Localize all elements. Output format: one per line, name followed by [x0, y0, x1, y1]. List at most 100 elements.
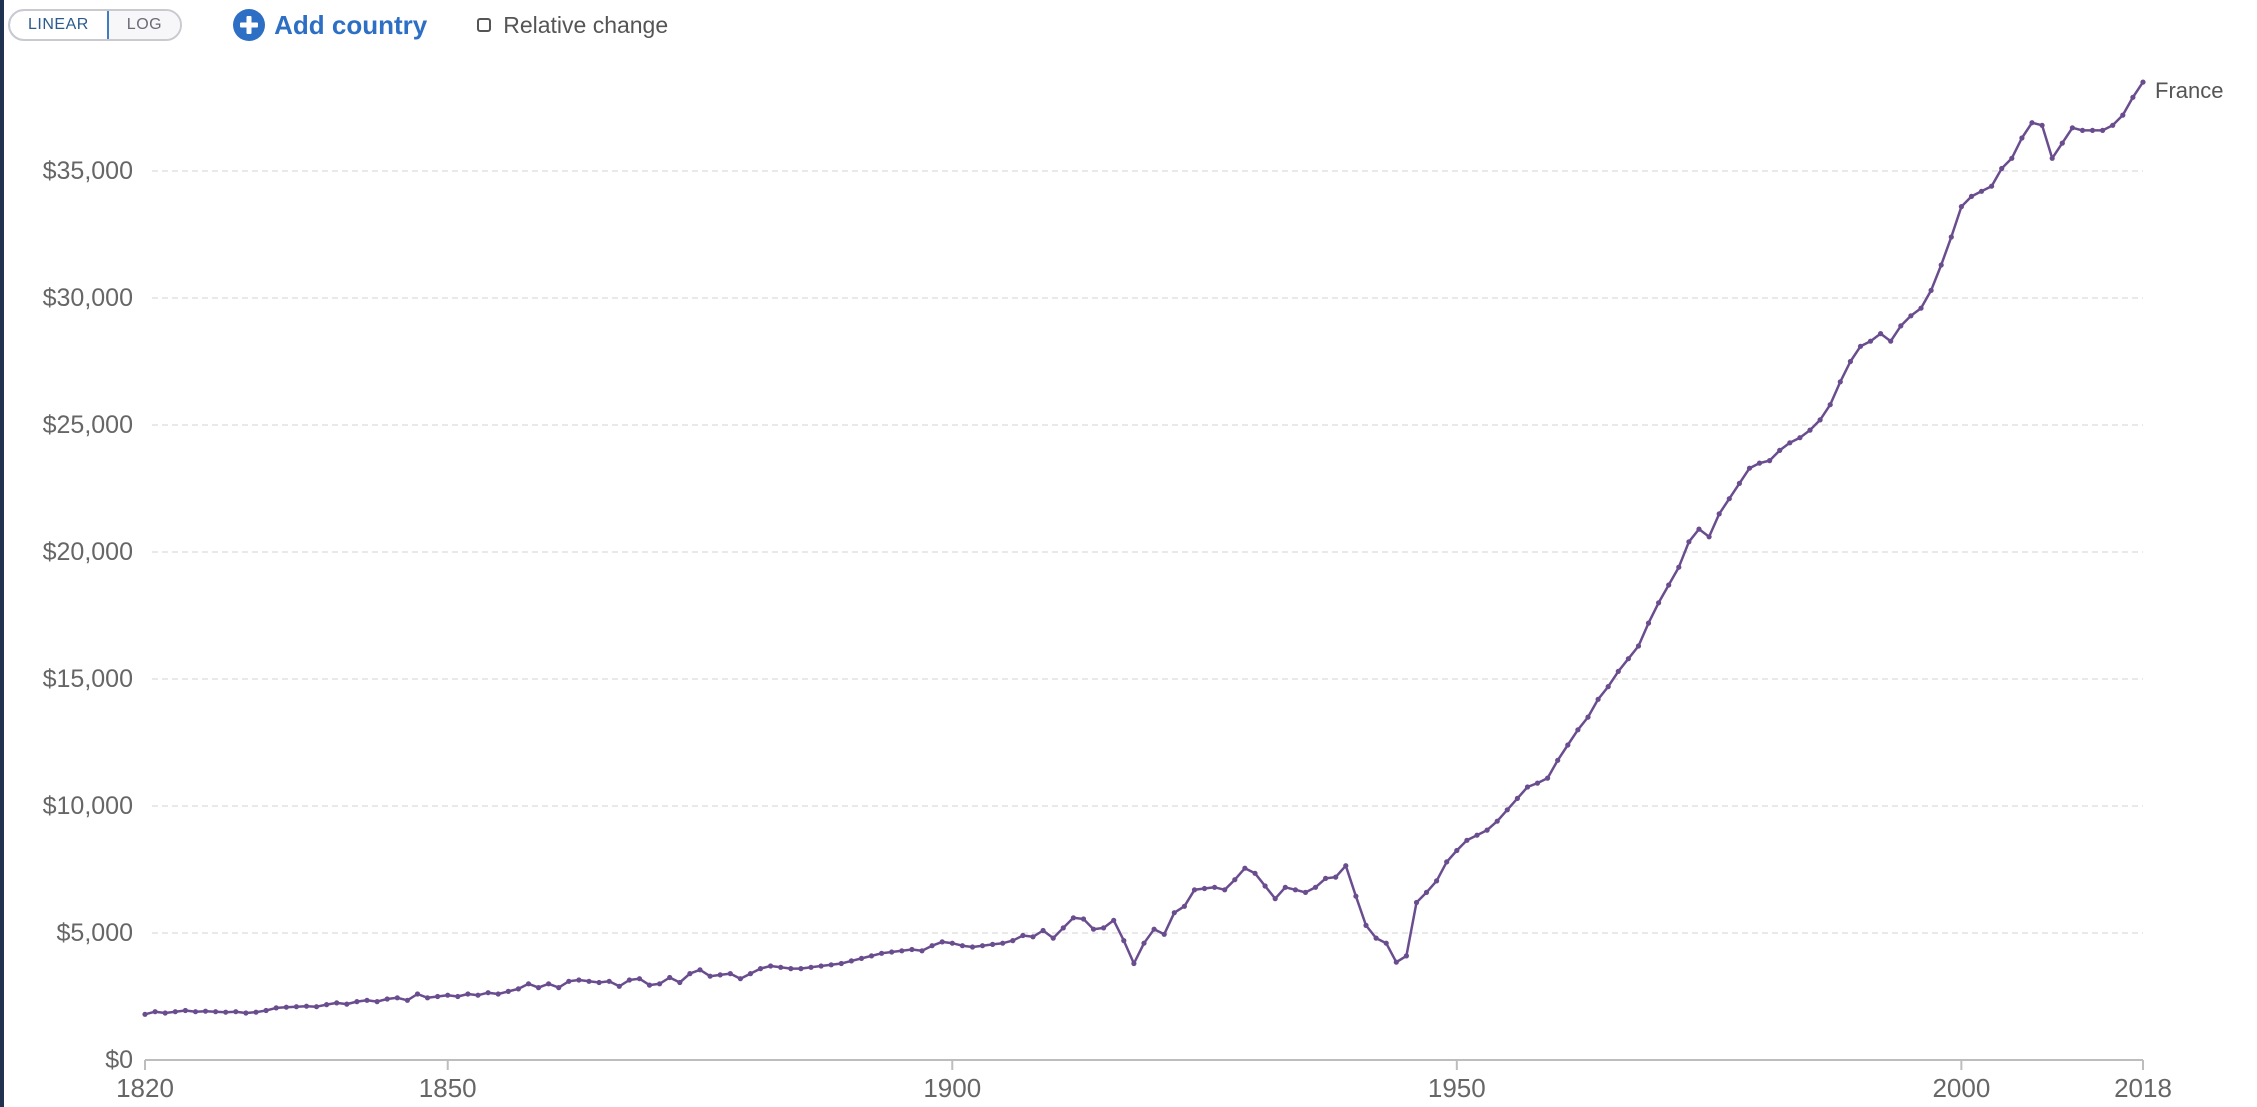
data-point[interactable] — [2110, 122, 2116, 128]
data-point[interactable] — [626, 977, 633, 983]
data-point[interactable] — [808, 964, 814, 970]
data-point[interactable] — [1504, 807, 1510, 813]
data-point[interactable] — [1827, 402, 1833, 408]
data-point[interactable] — [1746, 465, 1753, 471]
data-point[interactable] — [949, 940, 955, 946]
data-point[interactable] — [768, 963, 774, 969]
data-point[interactable] — [1323, 875, 1329, 882]
data-point[interactable] — [1686, 539, 1692, 545]
data-point[interactable] — [1696, 526, 1702, 532]
data-point[interactable] — [1878, 331, 1884, 337]
data-point[interactable] — [1080, 916, 1087, 922]
data-point[interactable] — [1302, 889, 1309, 896]
data-point[interactable] — [324, 1002, 330, 1008]
data-point[interactable] — [828, 962, 834, 968]
data-point[interactable] — [677, 979, 683, 986]
data-point[interactable] — [152, 1009, 158, 1015]
data-point[interactable] — [1131, 960, 1137, 967]
data-point[interactable] — [354, 999, 360, 1005]
data-point[interactable] — [1726, 496, 1732, 502]
data-point[interactable] — [1454, 847, 1460, 854]
data-point[interactable] — [424, 995, 431, 1001]
data-point[interactable] — [1756, 460, 1763, 466]
data-point[interactable] — [455, 993, 461, 1000]
data-point[interactable] — [1666, 582, 1672, 588]
data-point[interactable] — [515, 986, 522, 992]
data-point[interactable] — [495, 991, 501, 997]
data-point[interactable] — [1928, 287, 1934, 293]
data-point[interactable] — [394, 995, 400, 1001]
data-point[interactable] — [233, 1009, 239, 1015]
data-point[interactable] — [1181, 903, 1187, 909]
data-point[interactable] — [1191, 887, 1198, 893]
data-point[interactable] — [1282, 884, 1288, 890]
data-point[interactable] — [909, 946, 915, 953]
data-point[interactable] — [505, 988, 511, 995]
data-point[interactable] — [1524, 784, 1531, 790]
data-point[interactable] — [737, 976, 744, 982]
log-scale-button[interactable]: LOG — [108, 11, 181, 39]
data-point[interactable] — [667, 974, 673, 981]
data-point[interactable] — [969, 944, 976, 950]
data-point[interactable] — [1161, 931, 1167, 937]
data-point[interactable] — [1060, 925, 1066, 931]
data-point[interactable] — [2140, 79, 2146, 85]
data-point[interactable] — [404, 997, 410, 1003]
data-point[interactable] — [1423, 889, 1430, 896]
data-point[interactable] — [2049, 155, 2055, 161]
data-point[interactable] — [1716, 511, 1722, 517]
data-point[interactable] — [293, 1004, 299, 1010]
data-point[interactable] — [334, 1000, 340, 1006]
data-point[interactable] — [1534, 780, 1541, 786]
data-point[interactable] — [1232, 877, 1238, 883]
data-point[interactable] — [1111, 917, 1117, 923]
linear-scale-button[interactable]: LINEAR — [10, 11, 109, 39]
data-point[interactable] — [1101, 925, 1107, 931]
data-point[interactable] — [798, 966, 804, 972]
data-point[interactable] — [576, 977, 582, 983]
data-point[interactable] — [475, 992, 481, 998]
data-point[interactable] — [990, 941, 996, 948]
data-point[interactable] — [606, 978, 612, 984]
data-point[interactable] — [1555, 757, 1561, 763]
data-point[interactable] — [858, 955, 865, 962]
data-point[interactable] — [687, 971, 693, 977]
data-point[interactable] — [778, 964, 784, 970]
data-point[interactable] — [929, 943, 935, 949]
data-point[interactable] — [1474, 832, 1480, 838]
data-point[interactable] — [1575, 727, 1581, 733]
data-point[interactable] — [818, 963, 824, 969]
data-point[interactable] — [919, 948, 925, 954]
data-point[interactable] — [364, 997, 370, 1003]
data-point[interactable] — [223, 1009, 229, 1015]
data-point[interactable] — [1383, 940, 1389, 946]
data-point[interactable] — [1817, 417, 1823, 423]
data-point[interactable] — [1171, 910, 1177, 916]
data-point[interactable] — [1898, 323, 1904, 329]
data-point[interactable] — [2120, 112, 2126, 118]
data-point[interactable] — [1353, 893, 1359, 899]
data-point[interactable] — [1000, 940, 1006, 946]
data-point[interactable] — [1434, 878, 1440, 884]
data-point[interactable] — [717, 972, 723, 978]
data-point[interactable] — [889, 949, 895, 955]
data-point[interactable] — [1767, 458, 1773, 464]
data-point[interactable] — [1736, 480, 1742, 486]
data-point[interactable] — [1837, 379, 1843, 385]
data-point[interactable] — [465, 991, 471, 997]
data-point[interactable] — [636, 976, 643, 982]
data-point[interactable] — [959, 943, 966, 949]
data-point[interactable] — [162, 1010, 168, 1016]
data-point[interactable] — [1918, 305, 1924, 311]
data-point[interactable] — [546, 981, 552, 987]
data-point[interactable] — [1363, 922, 1369, 929]
data-point[interactable] — [586, 978, 592, 984]
data-point[interactable] — [1807, 427, 1813, 433]
data-point[interactable] — [1030, 934, 1036, 940]
data-point[interactable] — [1625, 656, 1631, 662]
data-point[interactable] — [1292, 887, 1298, 893]
data-point[interactable] — [707, 973, 713, 979]
data-point[interactable] — [1706, 534, 1712, 540]
relative-change-toggle[interactable]: Relative change — [477, 12, 668, 39]
data-point[interactable] — [1222, 887, 1228, 893]
